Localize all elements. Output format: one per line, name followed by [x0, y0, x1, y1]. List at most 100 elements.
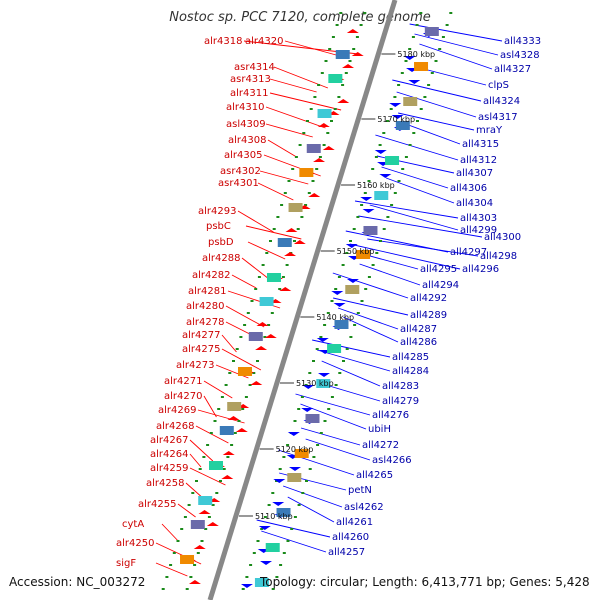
forward-gene-arrow [193, 545, 206, 549]
genome-backbone [207, 0, 398, 600]
reverse-connector [256, 519, 331, 538]
forward-connector [203, 395, 217, 418]
accession-label: Accession: NC_003272 [9, 575, 146, 589]
gene-block [327, 344, 342, 353]
forward-gene-label: asr4301 [218, 178, 259, 189]
tick-mark [209, 432, 213, 434]
forward-connector [197, 409, 245, 424]
forward-gene-arrow [235, 428, 248, 432]
tick-mark [334, 288, 338, 290]
reverse-gene-arrow [289, 467, 302, 471]
forward-gene-label: psbC [206, 221, 231, 232]
reverse-gene-label: ubiH [368, 424, 391, 435]
reverse-gene-label: all4312 [460, 155, 497, 166]
reverse-gene-label: asl4262 [344, 502, 384, 513]
tick-mark [261, 264, 265, 266]
forward-gene-arrow [279, 287, 292, 291]
forward-gene-label: alr4271 [164, 376, 202, 387]
tick-mark [270, 312, 274, 314]
tick-mark [318, 156, 322, 158]
forward-gene-label: cytA [122, 519, 144, 530]
reverse-connector [321, 360, 381, 387]
tick-mark [286, 540, 290, 542]
tick-mark [267, 324, 271, 326]
tick-mark [202, 456, 206, 458]
reverse-connector [287, 496, 335, 523]
reverse-connector [295, 393, 371, 416]
scale-label: 5110 kbp [255, 512, 293, 521]
tick-mark [360, 300, 364, 302]
gene-block [294, 449, 309, 458]
reverse-gene-arrow [362, 209, 375, 213]
tick-mark [293, 240, 296, 242]
tick-mark [297, 504, 301, 506]
gene-block [395, 121, 410, 130]
reverse-gene-label: all4297 [450, 247, 487, 258]
reverse-gene-arrow [302, 385, 315, 389]
forward-gene-label: alr4267 [150, 435, 188, 446]
tick-mark [263, 516, 267, 518]
gene-block [288, 203, 303, 212]
tick-mark [330, 396, 334, 398]
gene-block [227, 402, 242, 411]
reverse-connector [398, 112, 475, 131]
tick-mark [352, 48, 356, 50]
reverse-gene-arrow [240, 584, 253, 588]
tick-mark [375, 252, 379, 254]
tick-mark [349, 336, 353, 338]
forward-gene-label: sigF [116, 558, 136, 569]
reverse-connector [392, 79, 482, 102]
tick-mark [301, 492, 305, 494]
tick-mark [244, 396, 248, 398]
reverse-gene-label: all4327 [494, 64, 531, 75]
reverse-gene-label: all4283 [382, 381, 419, 392]
tick-mark [315, 168, 319, 170]
gene-block [265, 543, 280, 552]
reverse-connector [332, 272, 409, 299]
tick-mark [207, 516, 211, 518]
tick-mark [386, 216, 390, 218]
tick-mark [356, 312, 360, 314]
tick-mark [278, 468, 282, 470]
tick-mark [287, 180, 291, 182]
tick-mark [180, 528, 184, 530]
tick-mark [294, 156, 298, 158]
gene-block [316, 379, 331, 388]
reverse-connector [381, 166, 449, 189]
tick-mark [367, 180, 371, 182]
forward-connector [247, 241, 286, 260]
reverse-connector [261, 530, 327, 553]
tick-mark [235, 348, 239, 350]
forward-gene-label: alr4259 [150, 463, 188, 474]
gene-block [385, 156, 400, 165]
reverse-gene-label: all4284 [392, 366, 429, 377]
tick-mark [254, 288, 258, 290]
tick-mark [326, 132, 330, 134]
tick-mark [397, 84, 401, 86]
forward-gene-label: alr4311 [230, 88, 268, 99]
gene-block [305, 414, 320, 423]
forward-gene-arrow [227, 416, 240, 420]
scale-label: 5130 kbp [296, 379, 334, 388]
reverse-gene-label: all4298 [480, 251, 517, 262]
tick-mark [183, 516, 187, 518]
tick-mark [187, 504, 191, 506]
tick-mark [400, 72, 404, 74]
tick-mark [323, 420, 327, 422]
tick-mark [320, 72, 324, 74]
tick-mark [348, 60, 352, 62]
reverse-gene-arrow [316, 338, 329, 342]
reverse-gene-label: all4304 [456, 198, 493, 209]
forward-gene-arrow [342, 64, 355, 68]
forward-gene-label: asl4309 [226, 119, 266, 130]
reverse-connector [358, 215, 483, 238]
reverse-gene-label: all4307 [456, 168, 493, 179]
tick-mark [204, 528, 208, 530]
gene-block [219, 426, 234, 435]
tick-mark [344, 72, 348, 74]
tick-mark [281, 276, 285, 278]
tick-mark [328, 48, 332, 50]
tick-mark [271, 492, 275, 494]
reverse-gene-arrow [403, 56, 416, 60]
tick-mark [193, 564, 197, 566]
